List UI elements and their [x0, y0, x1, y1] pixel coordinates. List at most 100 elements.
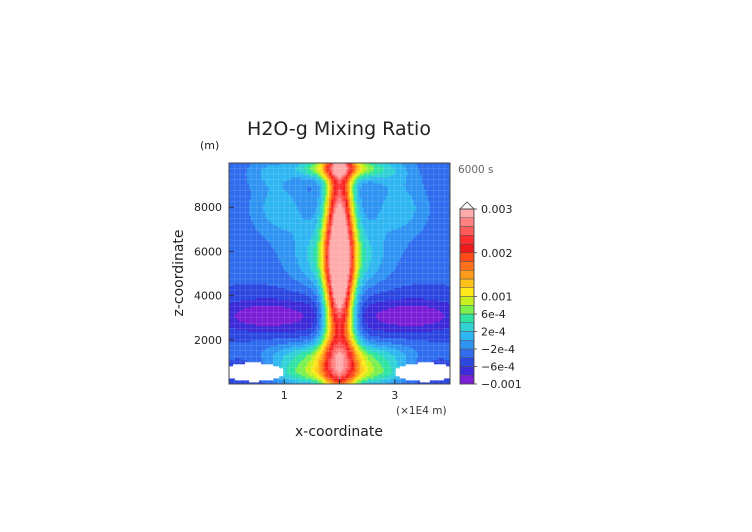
field-cell: [289, 259, 292, 262]
field-cell: [259, 163, 262, 166]
field-cell: [261, 323, 264, 327]
field-cell: [231, 187, 234, 190]
field-cell: [271, 341, 274, 345]
field-cell: [279, 369, 282, 373]
field-cell: [279, 337, 282, 341]
field-cell: [249, 305, 252, 309]
field-cell: [275, 171, 278, 174]
field-cell: [255, 207, 258, 210]
field-cell: [267, 293, 270, 296]
field-cell: [289, 171, 292, 174]
field-cell: [291, 319, 294, 323]
field-cell: [259, 245, 262, 248]
field-cell: [265, 205, 268, 208]
field-cell: [253, 367, 256, 371]
field-cell: [263, 163, 266, 166]
field-cell: [271, 315, 274, 319]
field-cell: [247, 197, 250, 200]
field-cell: [241, 269, 244, 272]
field-cell: [241, 265, 244, 268]
field-cell: [261, 367, 264, 371]
field-cell: [273, 183, 276, 186]
field-cell: [229, 187, 232, 190]
field-cell: [263, 201, 266, 204]
field-cell: [247, 365, 250, 369]
field-cell: [261, 169, 264, 172]
field-cell: [241, 363, 244, 367]
field-cell: [283, 343, 286, 347]
field-cell: [287, 357, 290, 361]
field-cell: [235, 165, 238, 168]
field-cell: [279, 357, 282, 361]
field-cell: [241, 345, 244, 349]
field-cell: [259, 373, 262, 377]
field-cell: [231, 169, 234, 172]
field-cell: [275, 373, 278, 377]
field-cell: [263, 173, 266, 176]
field-cell: [263, 167, 266, 170]
field-cell: [261, 331, 264, 335]
field-cell: [267, 217, 270, 220]
field-cell: [247, 321, 250, 325]
field-cell: [229, 211, 232, 214]
field-cell: [237, 367, 240, 371]
field-cell: [241, 313, 244, 317]
field-cell: [229, 177, 232, 180]
field-cell: [275, 193, 278, 196]
field-cell: [245, 331, 248, 335]
field-cell: [265, 247, 268, 250]
field-cell: [271, 319, 274, 323]
field-cell: [237, 271, 240, 274]
field-cell: [235, 277, 238, 280]
field-cell: [281, 193, 284, 196]
field-cell: [275, 165, 278, 168]
field-cell: [265, 269, 268, 272]
field-cell: [247, 221, 250, 224]
field-cell: [267, 235, 270, 238]
field-cell: [253, 241, 256, 244]
field-cell: [245, 287, 248, 290]
field-cell: [283, 259, 286, 262]
field-cell: [267, 179, 270, 182]
field-cell: [291, 247, 294, 250]
field-cell: [243, 231, 246, 234]
field-cell: [245, 357, 248, 361]
field-cell: [289, 179, 292, 182]
field-cell: [287, 331, 290, 335]
field-cell: [281, 375, 284, 379]
field-cell: [279, 237, 282, 240]
field-cell: [273, 365, 276, 369]
field-cell: [239, 163, 242, 166]
field-cell: [285, 339, 288, 343]
field-cell: [233, 319, 236, 323]
field-cell: [255, 183, 258, 186]
field-cell: [231, 223, 234, 226]
field-cell: [269, 169, 272, 172]
field-cell: [267, 283, 270, 286]
field-cell: [293, 213, 296, 216]
field-cell: [277, 351, 280, 355]
field-cell: [239, 169, 242, 172]
field-cell: [243, 323, 246, 327]
field-cell: [235, 305, 238, 309]
field-cell: [255, 265, 258, 268]
field-cell: [251, 193, 254, 196]
field-cell: [229, 207, 232, 210]
field-cell: [233, 227, 236, 230]
field-cell: [287, 229, 290, 232]
field-cell: [281, 369, 284, 373]
field-cell: [241, 231, 244, 234]
field-cell: [231, 311, 234, 315]
field-cell: [265, 381, 268, 384]
field-cell: [273, 371, 276, 375]
field-cell: [267, 211, 270, 214]
field-cell: [269, 327, 272, 331]
field-cell: [261, 269, 264, 272]
field-cell: [263, 217, 266, 220]
field-cell: [279, 255, 282, 258]
field-cell: [279, 273, 282, 276]
field-cell: [251, 333, 254, 337]
field-cell: [279, 219, 282, 222]
field-cell: [267, 205, 270, 208]
field-cell: [289, 317, 292, 321]
